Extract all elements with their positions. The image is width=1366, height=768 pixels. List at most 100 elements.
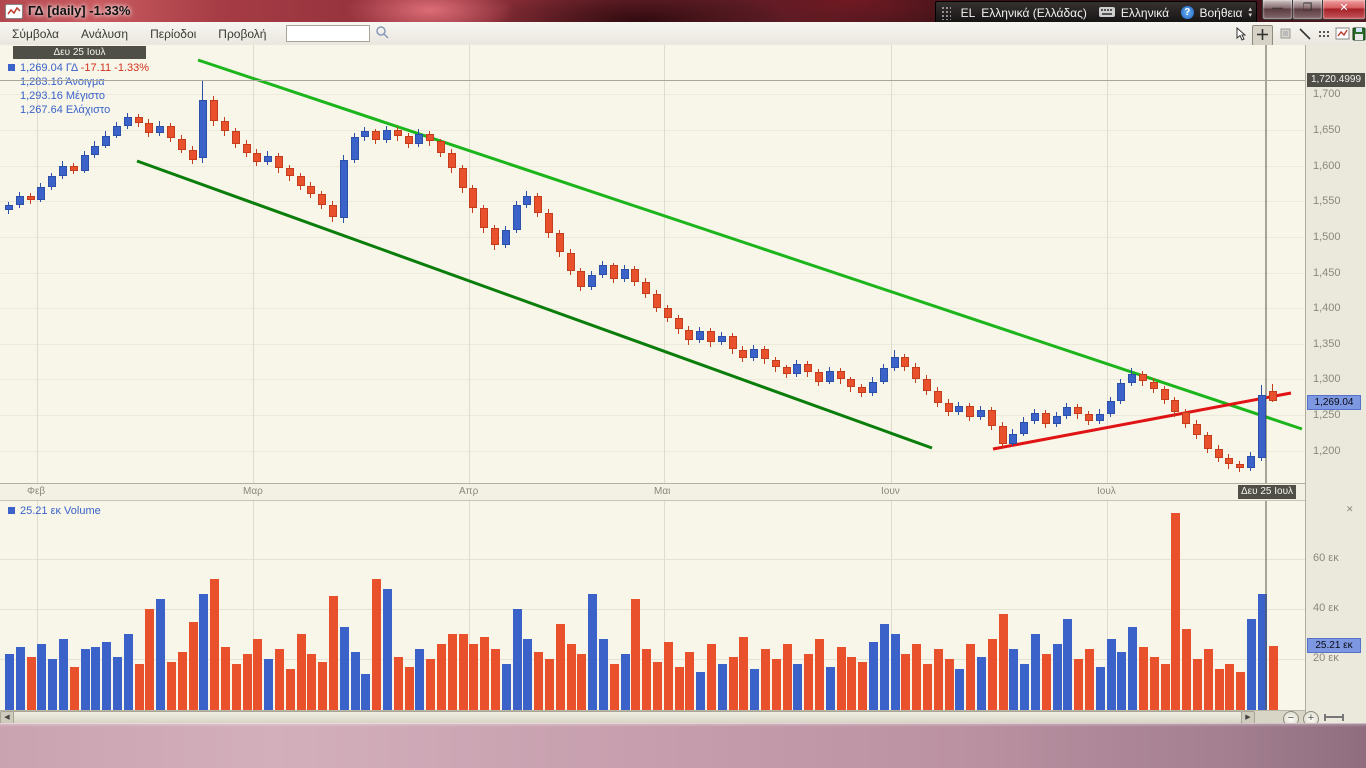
- price-tick-label: 1,300: [1313, 373, 1341, 386]
- month-gridline: [37, 45, 38, 483]
- volume-bar: [901, 654, 910, 710]
- volume-bar: [1042, 654, 1051, 710]
- language-code[interactable]: EL: [960, 5, 976, 20]
- pane-resize-icon[interactable]: [1324, 714, 1344, 721]
- volume-pane-close-icon[interactable]: ✕: [1346, 504, 1354, 514]
- volume-bar: [232, 664, 241, 710]
- crosshair-plus-tool-icon[interactable]: [1252, 25, 1273, 46]
- volume-bar: [610, 664, 619, 710]
- candle: [934, 390, 942, 403]
- minimize-button[interactable]: —: [1262, 0, 1293, 20]
- candle: [232, 131, 240, 145]
- candle: [869, 381, 877, 393]
- candle: [340, 159, 348, 219]
- candle: [81, 154, 89, 171]
- candle: [1236, 464, 1244, 468]
- price-chart-pane[interactable]: Δευ 25 Ιουλ 1,269.04 ΓΔ -17.11 -1.33% 1,…: [0, 45, 1305, 484]
- volume-bar: [685, 651, 694, 710]
- candle: [599, 265, 607, 276]
- candle: [156, 125, 164, 133]
- candle: [642, 281, 650, 294]
- volume-bar: [588, 593, 597, 710]
- search-input[interactable]: [286, 25, 371, 42]
- volume-bar: [307, 654, 316, 710]
- language-name[interactable]: Ελληνικά (Ελλάδας): [981, 5, 1087, 20]
- region-tool-icon[interactable]: [1276, 25, 1295, 44]
- candle: [1117, 383, 1125, 401]
- volume-bar: [891, 634, 900, 710]
- legend-swatch: [8, 64, 15, 71]
- price-axis[interactable]: 1,700 1,650 1,600 1,550 1,500 1,450 1,400 1,350…: [1305, 45, 1366, 723]
- month-gridline: [37, 501, 38, 711]
- anchor-level-line: [0, 79, 1305, 81]
- search-icon[interactable]: [375, 25, 390, 42]
- candle: [988, 410, 996, 426]
- candle: [502, 229, 510, 246]
- chart-type-icon[interactable]: [1333, 25, 1352, 44]
- keyboard-layout-label[interactable]: Ελληνικά: [1120, 5, 1170, 20]
- month-gridline: [1107, 501, 1108, 711]
- volume-bar: [405, 666, 414, 710]
- langbar-options-icon[interactable]: ▴ ▾: [1248, 5, 1252, 19]
- month-label: Μαι: [654, 486, 671, 497]
- candle: [1247, 456, 1255, 468]
- pointer-tool-icon[interactable]: [1231, 25, 1250, 44]
- volume-bar: [955, 669, 964, 710]
- keyboard-icon[interactable]: [1098, 6, 1115, 20]
- volume-bar: [621, 654, 630, 710]
- menu-view[interactable]: Προβολή: [218, 26, 267, 41]
- volume-bar: [221, 646, 230, 710]
- menu-periods[interactable]: Περίοδοι: [150, 26, 197, 41]
- month-label: Ιουν: [881, 486, 900, 497]
- save-icon[interactable]: [1349, 25, 1366, 44]
- date-axis[interactable]: Φεβ Μαρ Απρ Μαι Ιουν Ιουλ Δευ 25 Ιουλ: [0, 484, 1305, 500]
- candle: [513, 204, 521, 230]
- langbar-grip-icon[interactable]: [941, 5, 951, 20]
- language-bar[interactable]: EL Ελληνικά (Ελλάδας) Ελληνικά ? Βοήθεια…: [935, 1, 1257, 24]
- candle: [1107, 400, 1115, 414]
- volume-bar: [491, 649, 500, 710]
- volume-pane[interactable]: 25.21 εκ Volume: [0, 500, 1305, 711]
- volume-bar: [113, 656, 122, 710]
- candle: [383, 129, 391, 140]
- grid-dots-tool-icon[interactable]: [1315, 25, 1334, 44]
- help-label[interactable]: Βοήθεια: [1199, 5, 1243, 20]
- month-label: Ιουλ: [1097, 486, 1116, 497]
- volume-bar: [1171, 513, 1180, 710]
- price-gridline: [0, 236, 1305, 238]
- volume-bar: [523, 639, 532, 710]
- candle: [307, 185, 315, 195]
- month-gridline: [469, 45, 470, 483]
- volume-bar: [847, 656, 856, 710]
- trendline-tool-icon[interactable]: [1295, 25, 1314, 44]
- trendline-support-rising[interactable]: [992, 391, 1292, 451]
- candle: [27, 195, 35, 200]
- legend-last-row: 1,269.04 ΓΔ -17.11 -1.33%: [8, 62, 149, 74]
- candle: [837, 370, 845, 380]
- menu-symbols[interactable]: Σύμβολα: [12, 26, 59, 41]
- volume-bar: [1204, 649, 1213, 710]
- volume-bar: [880, 624, 889, 710]
- close-button[interactable]: ✕: [1322, 0, 1366, 20]
- candle: [567, 252, 575, 271]
- volume-bar: [1117, 651, 1126, 710]
- volume-gridline: [0, 659, 1305, 661]
- price-tick-label: 1,450: [1313, 266, 1341, 279]
- trendline-channel-lower[interactable]: [136, 159, 933, 450]
- menu-bar: Σύμβολα Ανάλυση Περίοδοι Προβολή: [0, 22, 1366, 46]
- price-tick-label: 1,550: [1313, 195, 1341, 208]
- title-bar: ΓΔ [daily] -1.33% EL Ελληνικά (Ελλάδας) …: [0, 0, 1366, 24]
- help-icon[interactable]: ?: [1181, 6, 1194, 19]
- candle: [297, 176, 305, 186]
- trendline-channel-upper[interactable]: [197, 58, 1303, 431]
- menu-analysis[interactable]: Ανάλυση: [81, 26, 129, 41]
- volume-bar: [696, 671, 705, 710]
- candle: [891, 357, 899, 368]
- volume-bar: [415, 649, 424, 710]
- candle: [675, 318, 683, 330]
- maximize-button[interactable]: ❐: [1292, 0, 1323, 20]
- candle: [523, 195, 531, 205]
- volume-bar: [459, 634, 468, 710]
- candle: [685, 329, 693, 341]
- candle: [102, 135, 110, 146]
